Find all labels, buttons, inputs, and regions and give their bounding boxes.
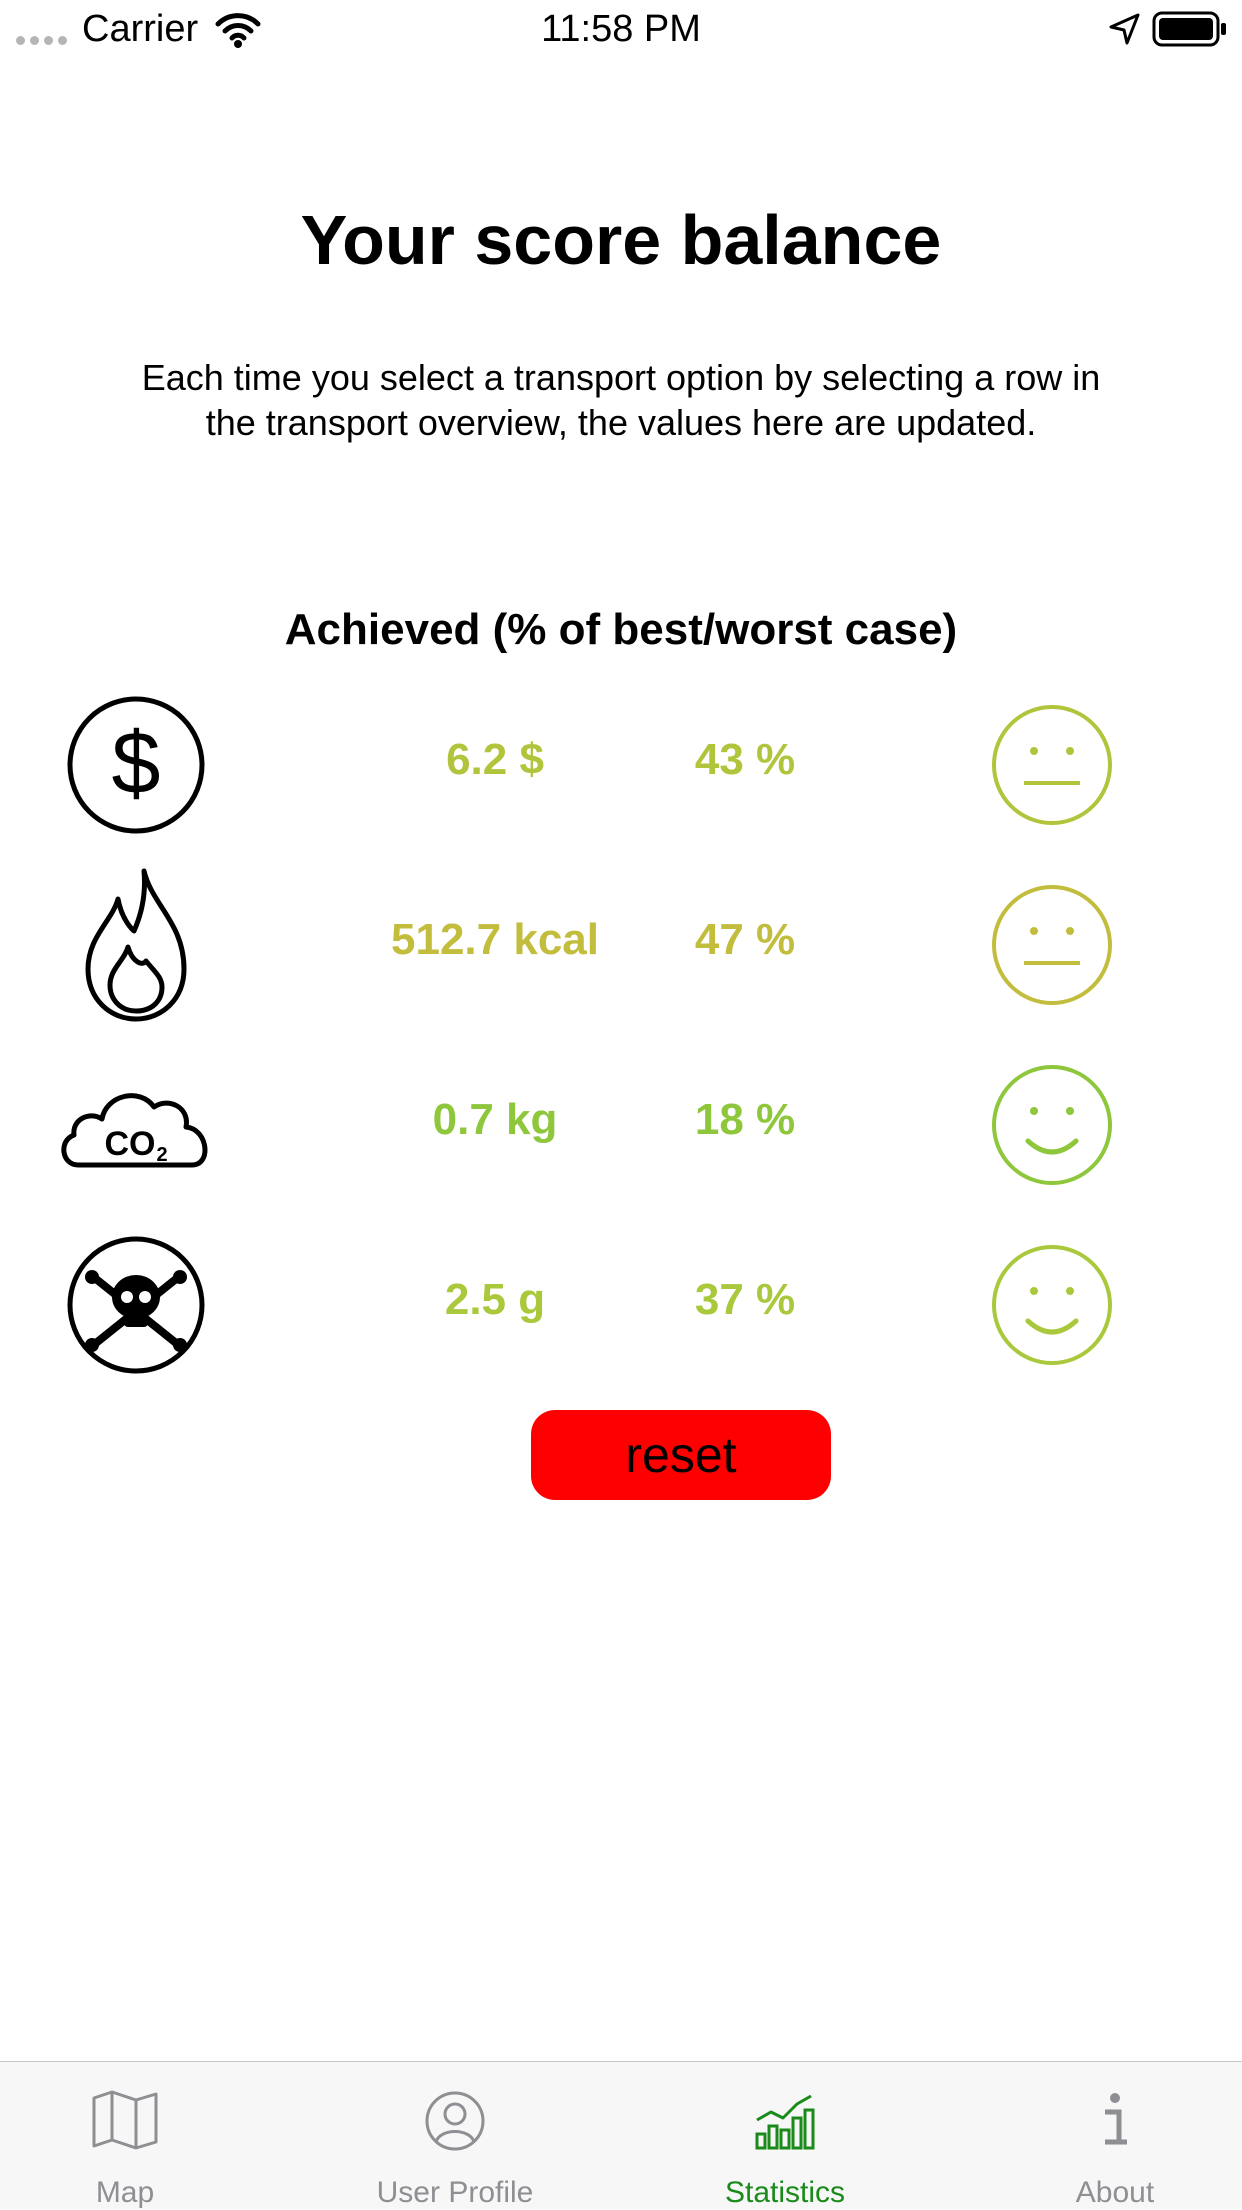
- neutral-face-icon: [992, 885, 1112, 1005]
- location-arrow-icon: [1109, 13, 1140, 45]
- section-title: Achieved (% of best/worst case): [284, 605, 958, 654]
- co2-value: 0.7 kg: [432, 1095, 558, 1144]
- svg-text:2: 2: [156, 1144, 167, 1166]
- dollar-icon: $: [67, 696, 205, 834]
- calories-percent: 47 %: [694, 915, 796, 964]
- tab-about[interactable]: About: [960, 2062, 1242, 2209]
- tab-statistics[interactable]: Statistics: [630, 2062, 940, 2209]
- calories-value: 512.7 kcal: [391, 915, 599, 964]
- happy-face-icon: [992, 1065, 1112, 1185]
- user-profile-icon: [425, 2091, 485, 2151]
- tab-map[interactable]: Map: [0, 2062, 280, 2209]
- flame-icon: [85, 868, 187, 1022]
- co2-cloud-icon: CO 2: [61, 1093, 208, 1168]
- tab-label: User Profile: [376, 2176, 534, 2209]
- neutral-face-icon: [992, 705, 1112, 825]
- info-icon: [1105, 2093, 1127, 2145]
- happy-face-icon: [992, 1245, 1112, 1365]
- reset-button[interactable]: reset: [531, 1410, 831, 1500]
- signal-dots-icon: [16, 32, 72, 50]
- svg-text:CO: CO: [105, 1125, 156, 1163]
- score-row-pollutants: 2.5 g 37 %: [0, 1225, 1242, 1385]
- cost-percent: 43 %: [694, 735, 796, 784]
- wifi-icon: [215, 13, 261, 48]
- page-title: Your score balance: [300, 201, 942, 279]
- score-row-calories: 512.7 kcal 47 %: [0, 865, 1242, 1025]
- tab-user-profile[interactable]: User Profile: [300, 2062, 610, 2209]
- pollutants-value: 2.5 g: [444, 1275, 546, 1324]
- tab-label: About: [1075, 2176, 1155, 2209]
- score-row-cost: $ 6.2 $ 43 %: [0, 685, 1242, 845]
- cost-value: 6.2 $: [446, 735, 544, 784]
- statistics-icon: [755, 2094, 815, 2150]
- tab-label: Map: [95, 2176, 155, 2209]
- carrier-label: Carrier: [82, 8, 199, 50]
- map-icon: [92, 2090, 158, 2150]
- co2-percent: 18 %: [694, 1095, 796, 1144]
- score-row-co2: CO 2 0.7 kg 18 %: [0, 1045, 1242, 1205]
- tab-bar: Map User Profile Statistics About: [0, 2061, 1242, 2209]
- battery-icon: [1152, 11, 1226, 47]
- status-bar: Carrier 11:58 PM: [0, 0, 1242, 60]
- tab-label: Statistics: [724, 2176, 846, 2209]
- skull-crossbones-icon: [67, 1236, 205, 1374]
- status-time: 11:58 PM: [541, 8, 701, 50]
- svg-text:$: $: [112, 713, 161, 812]
- pollutants-percent: 37 %: [694, 1275, 796, 1324]
- description-text: Each time you select a transport option …: [141, 357, 1101, 443]
